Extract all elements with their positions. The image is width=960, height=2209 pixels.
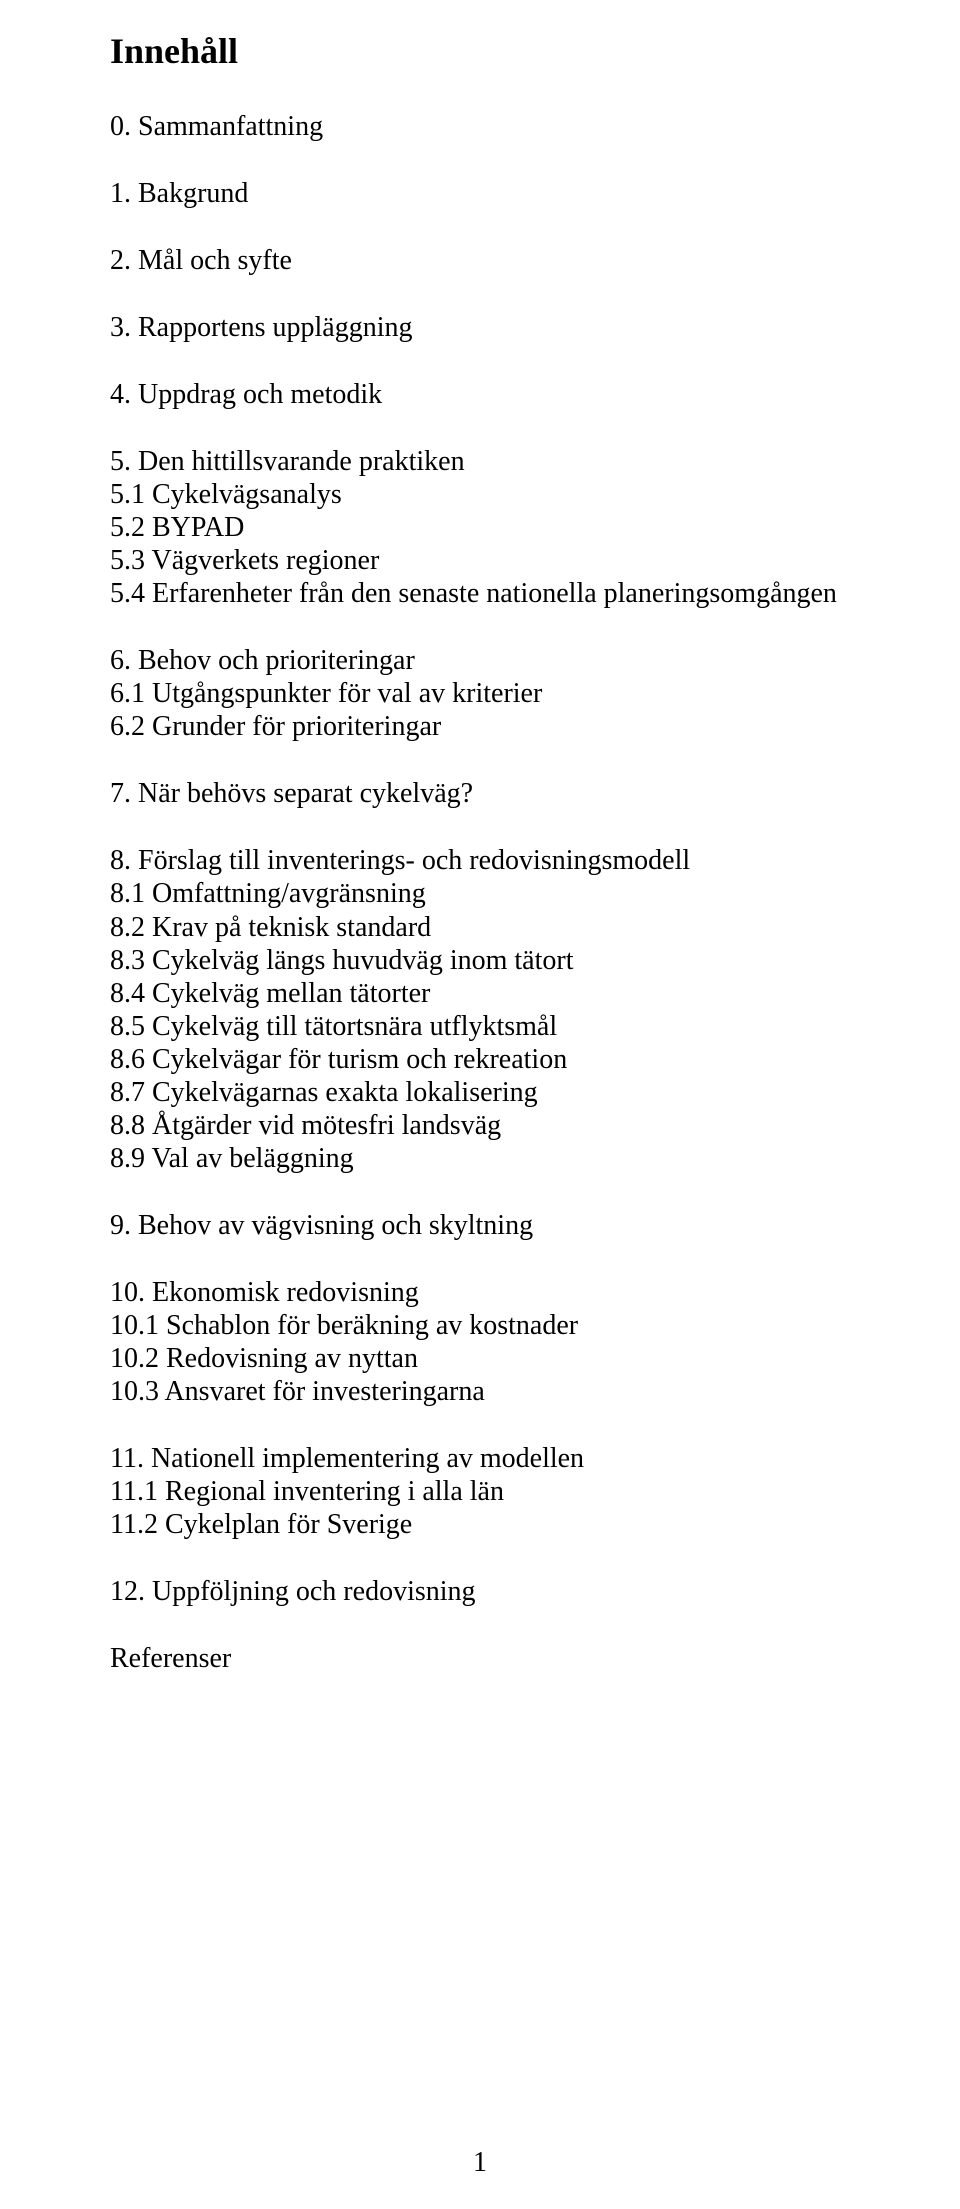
toc-entry: 2. Mål och syfte [110, 244, 850, 277]
toc-group: 5. Den hittillsvarande praktiken5.1 Cyke… [110, 445, 850, 610]
toc-entry: 5. Den hittillsvarande praktiken [110, 445, 850, 478]
toc-entry: 4. Uppdrag och metodik [110, 378, 850, 411]
toc-group: 0. Sammanfattning [110, 110, 850, 143]
toc-entry: 10.3 Ansvaret för investeringarna [110, 1375, 850, 1408]
toc-group: 11. Nationell implementering av modellen… [110, 1442, 850, 1541]
toc-entry: 10. Ekonomisk redovisning [110, 1276, 850, 1309]
toc-title: Innehåll [110, 30, 850, 72]
page-number: 1 [0, 2147, 960, 2179]
toc-entry: 8.6 Cykelvägar för turism och rekreation [110, 1043, 850, 1076]
toc-entry: 8.8 Åtgärder vid mötesfri landsväg [110, 1109, 850, 1142]
toc-entry: Referenser [110, 1642, 850, 1675]
toc-group: 2. Mål och syfte [110, 244, 850, 277]
toc-entry: 8.1 Omfattning/avgränsning [110, 877, 850, 910]
toc-entry: 0. Sammanfattning [110, 110, 850, 143]
toc-entry: 5.3 Vägverkets regioner [110, 544, 850, 577]
toc-entry: 3. Rapportens uppläggning [110, 311, 850, 344]
toc-entry: 8.3 Cykelväg längs huvudväg inom tätort [110, 944, 850, 977]
toc-entry: 10.1 Schablon för beräkning av kostnader [110, 1309, 850, 1342]
toc-group: 10. Ekonomisk redovisning10.1 Schablon f… [110, 1276, 850, 1408]
toc-entry: 6.2 Grunder för prioriteringar [110, 710, 850, 743]
toc-group: 4. Uppdrag och metodik [110, 378, 850, 411]
toc-entry: 8.5 Cykelväg till tätortsnära utflyktsmå… [110, 1010, 850, 1043]
toc-entry: 5.1 Cykelvägsanalys [110, 478, 850, 511]
toc-list: 0. Sammanfattning 1. Bakgrund 2. Mål och s… [110, 110, 850, 1675]
toc-group: 6. Behov och prioriteringar6.1 Utgångspu… [110, 644, 850, 743]
toc-entry: 10.2 Redovisning av nyttan [110, 1342, 850, 1375]
toc-group: 7. När behövs separat cykelväg? [110, 777, 850, 810]
toc-group: 3. Rapportens uppläggning [110, 311, 850, 344]
toc-entry: 7. När behövs separat cykelväg? [110, 777, 850, 810]
toc-group: 12. Uppföljning och redovisning [110, 1575, 850, 1608]
toc-entry: 8.2 Krav på teknisk standard [110, 911, 850, 944]
toc-entry: 9. Behov av vägvisning och skyltning [110, 1209, 850, 1242]
toc-entry: 11.2 Cykelplan för Sverige [110, 1508, 850, 1541]
toc-group: 8. Förslag till inventerings- och redovi… [110, 844, 850, 1174]
toc-entry: 11.1 Regional inventering i alla län [110, 1475, 850, 1508]
toc-entry: 8. Förslag till inventerings- och redovi… [110, 844, 850, 877]
toc-entry: 1. Bakgrund [110, 177, 850, 210]
toc-entry: 6.1 Utgångspunkter för val av kriterier [110, 677, 850, 710]
toc-entry: 5.4 Erfarenheter från den senaste nation… [110, 577, 850, 610]
page: Innehåll 0. Sammanfattning 1. Bakgrund 2. … [0, 0, 960, 2209]
toc-entry: 12. Uppföljning och redovisning [110, 1575, 850, 1608]
toc-group: Referenser [110, 1642, 850, 1675]
toc-entry: 5.2 BYPAD [110, 511, 850, 544]
toc-entry: 8.9 Val av beläggning [110, 1142, 850, 1175]
toc-entry: 8.4 Cykelväg mellan tätorter [110, 977, 850, 1010]
toc-group: 9. Behov av vägvisning och skyltning [110, 1209, 850, 1242]
toc-entry: 8.7 Cykelvägarnas exakta lokalisering [110, 1076, 850, 1109]
toc-group: 1. Bakgrund [110, 177, 850, 210]
toc-entry: 6. Behov och prioriteringar [110, 644, 850, 677]
toc-entry: 11. Nationell implementering av modellen [110, 1442, 850, 1475]
